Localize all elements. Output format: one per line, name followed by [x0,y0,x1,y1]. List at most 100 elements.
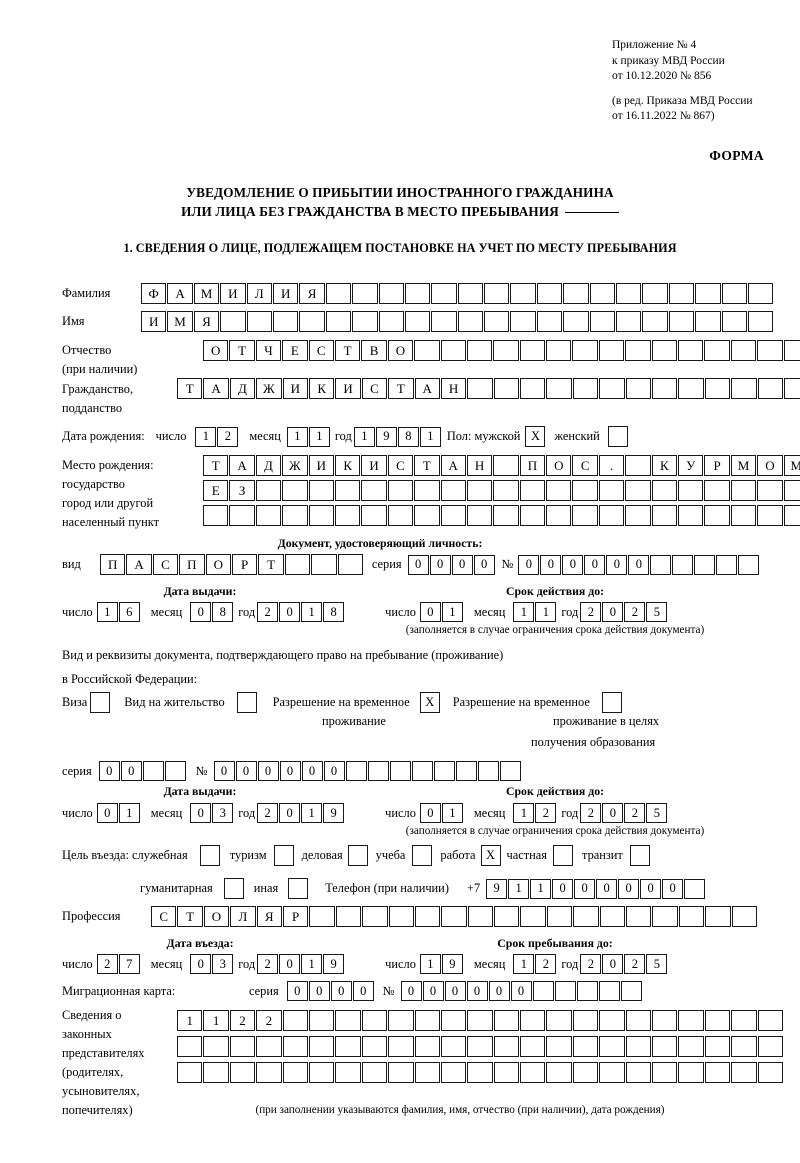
char-cell[interactable]: 1 [301,602,323,622]
char-cell[interactable] [493,378,520,399]
char-cell[interactable] [367,761,389,781]
char-cell[interactable] [388,1036,414,1057]
char-cell[interactable] [783,480,800,501]
purpose-tourism-checkbox[interactable] [273,845,294,866]
char-cell[interactable] [757,480,783,501]
char-cell[interactable]: О [205,554,231,575]
char-cell[interactable] [388,1010,414,1031]
char-cell[interactable] [721,283,747,304]
char-cell[interactable]: 1 [419,954,441,974]
char-cell[interactable]: 1 [177,1010,203,1031]
char-cell[interactable]: 0 [400,981,422,1001]
char-cell[interactable]: 0 [602,803,624,823]
char-cell[interactable] [731,1036,757,1057]
char-cell[interactable] [256,1036,282,1057]
char-cell[interactable] [572,1036,599,1057]
char-cell[interactable]: О [203,906,230,927]
char-cell[interactable] [388,906,414,927]
char-cell[interactable]: В [361,340,387,361]
char-cell[interactable]: 1 [513,803,535,823]
purpose-work-checkbox[interactable]: X [480,845,501,866]
char-cell[interactable] [721,311,747,332]
char-cell[interactable] [345,761,367,781]
char-cell[interactable]: Ж [282,455,308,476]
char-cell[interactable] [440,1036,467,1057]
char-cell[interactable] [334,505,361,526]
char-cell[interactable] [642,311,668,332]
char-cell[interactable] [695,311,721,332]
char-cell[interactable] [572,480,598,501]
char-cell[interactable] [466,505,493,526]
purpose-business-checkbox[interactable] [347,845,368,866]
char-cell[interactable] [255,480,282,501]
char-cell[interactable] [256,1062,282,1083]
char-cell[interactable] [440,505,466,526]
char-cell[interactable] [730,340,757,361]
char-cell[interactable]: Л [230,906,256,927]
char-cell[interactable] [389,761,411,781]
char-cell[interactable] [731,378,757,399]
char-cell[interactable] [308,480,334,501]
char-cell[interactable]: 2 [257,954,279,974]
birth-place-input-3[interactable] [203,505,800,526]
char-cell[interactable] [731,1010,757,1031]
char-cell[interactable] [387,480,414,501]
char-cell[interactable] [652,906,678,927]
char-cell[interactable]: Т [414,455,440,476]
char-cell[interactable] [299,311,325,332]
char-cell[interactable] [493,505,519,526]
char-cell[interactable]: 0 [213,761,235,781]
char-cell[interactable] [757,1036,783,1057]
char-cell[interactable] [704,1062,731,1083]
char-cell[interactable]: Д [229,378,256,399]
char-cell[interactable]: 2 [624,602,646,622]
char-cell[interactable] [757,1062,783,1083]
char-cell[interactable] [520,906,546,927]
char-cell[interactable] [576,981,598,1001]
char-cell[interactable]: 0 [279,803,301,823]
char-cell[interactable]: 9 [375,426,397,447]
char-cell[interactable] [705,906,731,927]
char-cell[interactable] [335,1010,361,1031]
char-cell[interactable] [229,1036,256,1057]
char-cell[interactable] [431,311,457,332]
char-cell[interactable]: П [179,554,205,575]
char-cell[interactable]: Е [282,340,308,361]
char-cell[interactable]: 2 [580,803,602,823]
char-cell[interactable] [747,283,774,304]
char-cell[interactable] [546,480,572,501]
char-cell[interactable]: 2 [257,602,279,622]
char-cell[interactable] [493,455,519,476]
char-cell[interactable]: К [334,455,361,476]
char-cell[interactable] [684,878,706,899]
char-cell[interactable]: И [220,283,246,304]
char-cell[interactable] [378,283,404,304]
char-cell[interactable] [651,340,678,361]
char-cell[interactable]: 0 [96,803,118,823]
char-cell[interactable]: 1 [301,803,323,823]
char-cell[interactable] [520,1010,546,1031]
char-cell[interactable] [352,283,378,304]
char-cell[interactable]: Ч [255,340,282,361]
char-cell[interactable] [493,1062,520,1083]
char-cell[interactable]: Р [282,906,309,927]
char-cell[interactable] [563,311,589,332]
char-cell[interactable]: 7 [118,954,140,974]
char-cell[interactable] [738,554,760,575]
char-cell[interactable] [440,340,466,361]
char-cell[interactable] [536,283,563,304]
char-cell[interactable]: И [308,455,334,476]
char-cell[interactable] [626,906,652,927]
char-cell[interactable] [678,378,704,399]
char-cell[interactable]: Р [704,455,730,476]
char-cell[interactable] [361,505,387,526]
char-cell[interactable]: 5 [646,602,668,622]
char-cell[interactable] [378,311,404,332]
char-cell[interactable]: 2 [624,803,646,823]
